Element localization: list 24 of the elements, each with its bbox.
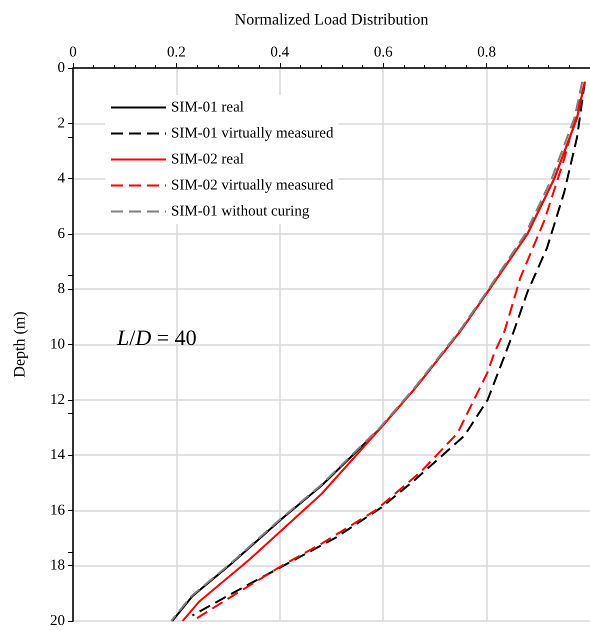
legend-label: SIM-01 virtually measured [171, 126, 334, 142]
annotation: L/D = 40 [117, 325, 197, 350]
y-tick-label: 0 [58, 60, 65, 76]
y-tick-label: 12 [50, 392, 65, 408]
legend-label: SIM-01 without curing [171, 204, 310, 220]
legend-label: SIM-02 real [171, 152, 244, 168]
x-tick-label: 0.8 [477, 44, 496, 60]
y-tick-label: 16 [50, 502, 66, 518]
y-tick-label: 8 [58, 281, 65, 298]
x-tick-label: 0.6 [374, 44, 394, 60]
x-axis-title: Normalized Load Distribution [234, 12, 428, 28]
y-tick-label: 18 [50, 558, 65, 574]
y-tick-label: 14 [50, 447, 66, 464]
x-tick-label: 0.2 [167, 44, 186, 60]
legend-label: SIM-01 real [171, 100, 244, 116]
y-tick-label: 2 [58, 115, 65, 132]
y-tick-label: 4 [58, 170, 66, 187]
y-tick-label: 6 [58, 226, 66, 242]
x-tick-label: 0.4 [270, 44, 290, 60]
y-tick-label: 10 [50, 336, 65, 352]
x-tick-label: 0 [69, 44, 77, 60]
legend-label: SIM-02 virtually measured [171, 178, 334, 194]
y-axis-title: Depth (m) [12, 311, 28, 378]
y-tick-label: 20 [50, 613, 65, 629]
